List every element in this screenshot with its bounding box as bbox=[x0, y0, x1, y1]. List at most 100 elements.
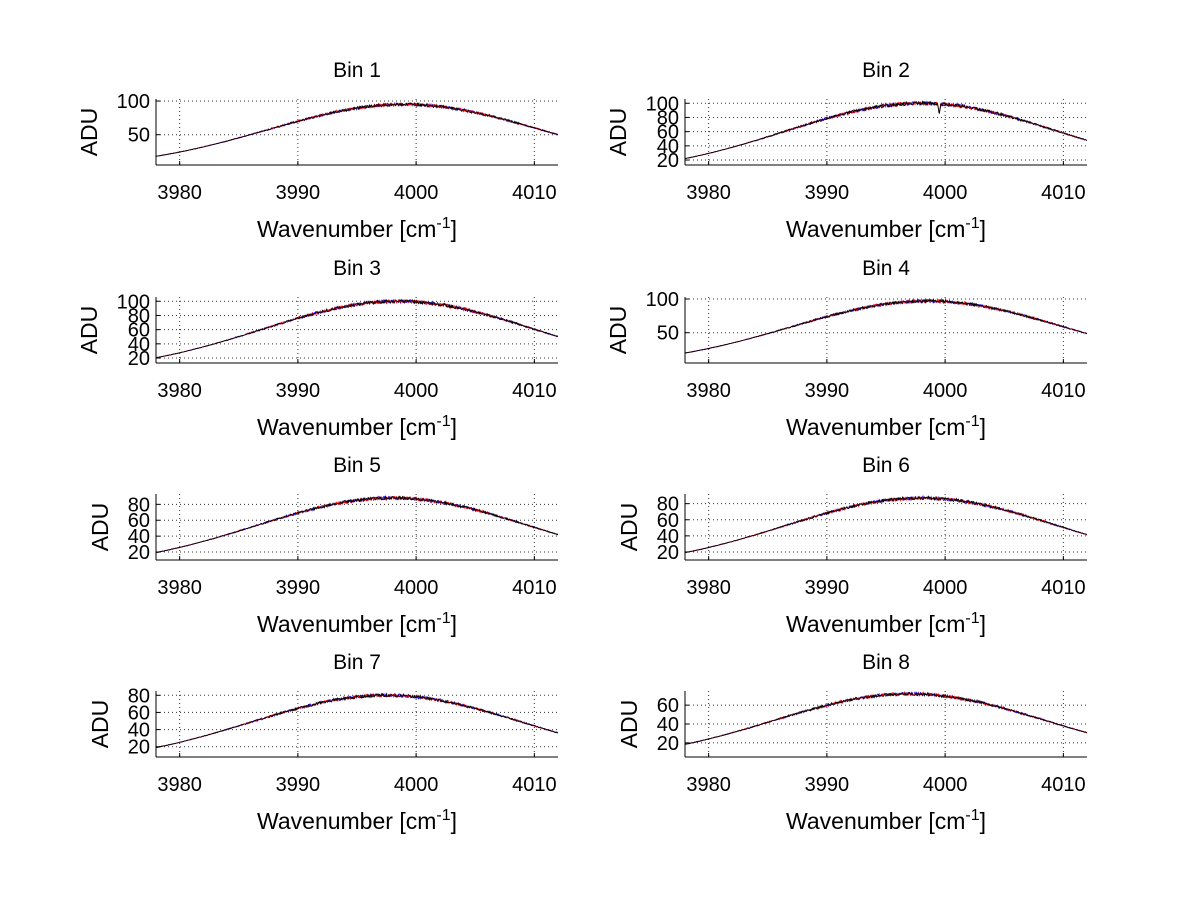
x-tick-label: 3990 bbox=[276, 182, 321, 204]
x-tick-label: 4000 bbox=[394, 380, 439, 402]
y-tick-label: 20 bbox=[128, 348, 150, 370]
x-tick-label: 4010 bbox=[1041, 380, 1086, 402]
x-tick-label: 4010 bbox=[512, 577, 557, 599]
x-tick-label: 3980 bbox=[686, 577, 731, 599]
y-tick-label: 60 bbox=[128, 702, 150, 724]
x-tick-label: 3980 bbox=[157, 577, 202, 599]
y-tick-label: 80 bbox=[128, 494, 150, 516]
x-axis-label: Wavenumber [cm-1] bbox=[786, 807, 986, 834]
y-tick-label: 60 bbox=[128, 510, 150, 532]
subplot-title: Bin 1 bbox=[333, 59, 381, 82]
x-axis-label: Wavenumber [cm-1] bbox=[786, 610, 986, 637]
y-tick-label: 50 bbox=[128, 125, 150, 147]
x-tick-label: 3980 bbox=[686, 774, 731, 796]
y-tick-label: 100 bbox=[117, 291, 150, 313]
y-tick-label: 60 bbox=[657, 122, 679, 144]
series-line-3 bbox=[685, 100, 1087, 159]
series-line-3 bbox=[685, 298, 1087, 354]
x-tick-label: 4010 bbox=[512, 774, 557, 796]
x-tick-label: 3990 bbox=[805, 182, 850, 204]
y-tick-label: 80 bbox=[128, 305, 150, 327]
x-tick-label: 3990 bbox=[805, 774, 850, 796]
series-group bbox=[685, 495, 1087, 554]
subplot-bin-4: 3980 3990 4000 4010 50 100 Bin 4 Wavenumber [cm… bbox=[605, 257, 1087, 440]
x-tick-label: 3990 bbox=[276, 774, 321, 796]
y-axis-label: ADU bbox=[76, 108, 102, 157]
x-tick-label: 4010 bbox=[512, 182, 557, 204]
y-tick-label: 100 bbox=[646, 289, 679, 311]
x-tick-label: 4010 bbox=[512, 380, 557, 402]
x-axis-label: Wavenumber [cm-1] bbox=[786, 215, 986, 242]
series-group bbox=[156, 494, 558, 554]
y-tick-label: 100 bbox=[646, 93, 679, 115]
y-tick-label: 40 bbox=[657, 714, 679, 736]
y-tick-label: 20 bbox=[128, 542, 150, 564]
y-tick-label: 20 bbox=[657, 150, 679, 172]
x-axis-label: Wavenumber [cm-1] bbox=[257, 610, 457, 637]
x-tick-label: 3990 bbox=[805, 577, 850, 599]
x-tick-label: 4000 bbox=[923, 774, 968, 796]
series-line-3 bbox=[156, 692, 558, 749]
subplot-title: Bin 4 bbox=[862, 257, 910, 280]
x-tick-label: 4010 bbox=[1041, 182, 1086, 204]
x-tick-label: 3980 bbox=[686, 380, 731, 402]
y-tick-label: 40 bbox=[128, 720, 150, 742]
subplot-title: Bin 6 bbox=[862, 454, 910, 477]
y-tick-label: 40 bbox=[657, 136, 679, 158]
y-axis-label: ADU bbox=[87, 700, 113, 749]
x-tick-label: 4000 bbox=[394, 182, 439, 204]
y-tick-label: 80 bbox=[657, 107, 679, 129]
x-tick-label: 3980 bbox=[157, 380, 202, 402]
y-tick-label: 60 bbox=[657, 695, 679, 717]
y-tick-label: 60 bbox=[128, 320, 150, 342]
subplot-title: Bin 5 bbox=[333, 454, 381, 477]
series-line-3 bbox=[685, 495, 1087, 553]
y-tick-label: 50 bbox=[657, 323, 679, 345]
x-tick-label: 3990 bbox=[805, 380, 850, 402]
series-line-3 bbox=[156, 494, 558, 553]
subplot-title: Bin 3 bbox=[333, 257, 381, 280]
y-tick-label: 100 bbox=[117, 91, 150, 113]
x-tick-label: 4000 bbox=[923, 380, 968, 402]
y-tick-label: 60 bbox=[657, 510, 679, 532]
y-axis-label: ADU bbox=[616, 503, 642, 552]
x-axis-label: Wavenumber [cm-1] bbox=[257, 413, 457, 440]
subplot-title: Bin 2 bbox=[862, 59, 910, 82]
x-tick-label: 3980 bbox=[157, 182, 202, 204]
y-tick-label: 40 bbox=[657, 526, 679, 548]
y-tick-label: 80 bbox=[128, 685, 150, 707]
x-axis-label: Wavenumber [cm-1] bbox=[786, 413, 986, 440]
x-tick-label: 3990 bbox=[276, 577, 321, 599]
y-axis-label: ADU bbox=[605, 306, 631, 355]
x-tick-label: 4000 bbox=[923, 577, 968, 599]
series-group bbox=[156, 298, 558, 359]
x-tick-label: 3980 bbox=[157, 774, 202, 796]
series-line-3 bbox=[156, 298, 558, 359]
x-tick-label: 3980 bbox=[686, 182, 731, 204]
series-group bbox=[685, 691, 1087, 745]
y-axis-label: ADU bbox=[605, 108, 631, 157]
x-tick-label: 4010 bbox=[1041, 774, 1086, 796]
x-tick-label: 3990 bbox=[276, 380, 321, 402]
x-tick-label: 4000 bbox=[394, 577, 439, 599]
x-tick-label: 4000 bbox=[923, 182, 968, 204]
series-line-3 bbox=[685, 691, 1087, 745]
y-tick-label: 80 bbox=[657, 494, 679, 516]
y-tick-label: 20 bbox=[128, 737, 150, 759]
x-tick-label: 4000 bbox=[394, 774, 439, 796]
series-line-3 bbox=[156, 102, 558, 157]
y-tick-label: 20 bbox=[657, 542, 679, 564]
y-axis-label: ADU bbox=[616, 700, 642, 749]
series-group bbox=[156, 102, 558, 157]
series-group bbox=[156, 692, 558, 749]
y-tick-label: 40 bbox=[128, 526, 150, 548]
x-axis-label: Wavenumber [cm-1] bbox=[257, 807, 457, 834]
